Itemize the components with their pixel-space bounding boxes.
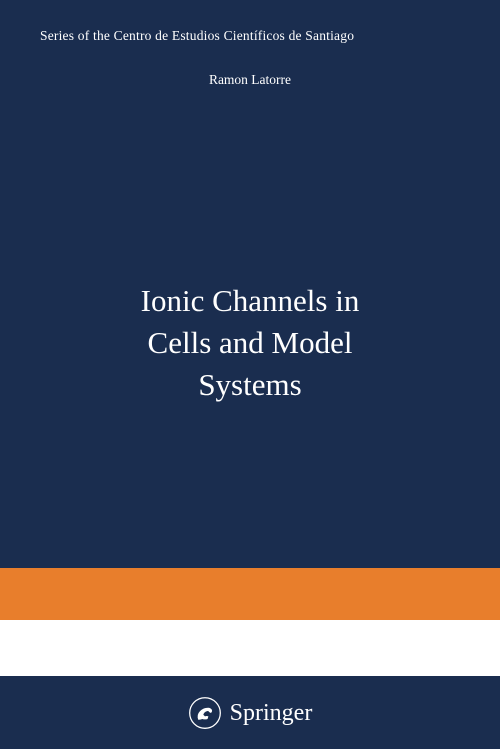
springer-horse-icon (188, 696, 222, 730)
publisher-section: Springer (0, 677, 500, 749)
white-band (0, 620, 500, 676)
header-section: Series of the Centro de Estudios Científ… (0, 0, 500, 88)
book-cover: Series of the Centro de Estudios Científ… (0, 0, 500, 749)
publisher-name: Springer (230, 700, 313, 727)
title-line-1: Ionic Channels in (141, 283, 360, 318)
title-block: Ionic Channels in Cells and Model System… (0, 280, 500, 406)
title-line-3: Systems (198, 367, 301, 402)
author-name: Ramon Latorre (40, 72, 460, 88)
title-line-2: Cells and Model (148, 325, 353, 360)
series-title: Series of the Centro de Estudios Científ… (40, 28, 460, 44)
orange-band (0, 568, 500, 620)
book-title: Ionic Channels in Cells and Model System… (60, 280, 440, 406)
